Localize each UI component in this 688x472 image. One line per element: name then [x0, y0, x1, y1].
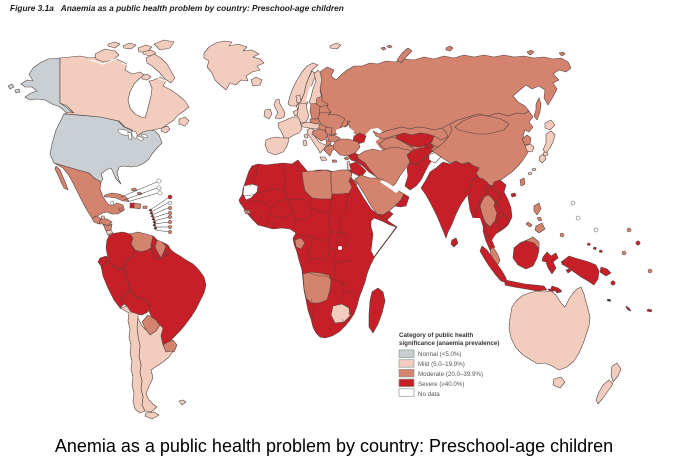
- svg-text:significance (anaemia prevalen: significance (anaemia prevalence): [399, 340, 499, 347]
- svg-text:Moderate (20.0–39.9%): Moderate (20.0–39.9%): [418, 371, 483, 378]
- svg-text:No data: No data: [418, 391, 440, 398]
- svg-text:Mild (5.0–19.9%): Mild (5.0–19.9%): [418, 361, 465, 368]
- svg-text:Normal (<5.0%): Normal (<5.0%): [418, 351, 462, 358]
- svg-text:Category of public health: Category of public health: [399, 332, 473, 339]
- svg-text:Severe (≥40.0%): Severe (≥40.0%): [418, 381, 464, 388]
